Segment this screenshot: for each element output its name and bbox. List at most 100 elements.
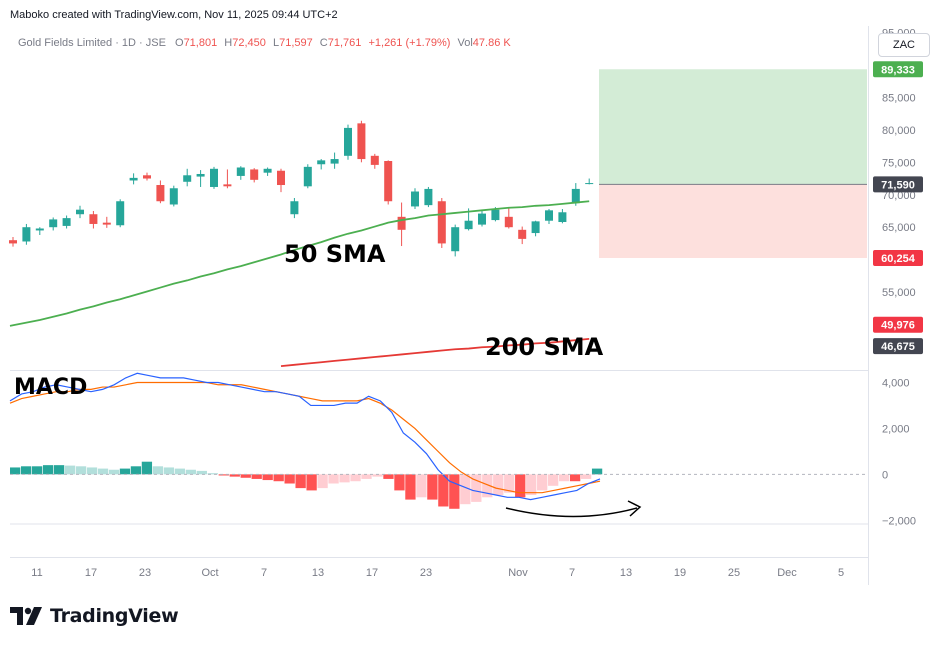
candle-body (9, 240, 17, 244)
candle-body (437, 201, 446, 244)
macd-histogram-bar (174, 468, 185, 475)
candle-body (571, 188, 580, 204)
candle-body (478, 213, 486, 225)
price-candles[interactable] (9, 120, 594, 257)
candle (545, 209, 553, 224)
time-tick-label: 19 (674, 567, 686, 579)
time-tick-label: 11 (31, 567, 42, 579)
candle (518, 226, 527, 245)
candle-body (116, 201, 125, 226)
candle-body (49, 219, 58, 228)
candle (384, 160, 393, 205)
candle (263, 167, 272, 176)
macd-histogram-bar (152, 466, 164, 475)
candle-body (545, 210, 553, 221)
macd-histogram-bar (97, 468, 109, 475)
candle-body (22, 227, 31, 242)
macd-histogram-bar (328, 474, 339, 484)
currency-button[interactable]: ZAC (878, 33, 930, 57)
candle (156, 180, 165, 204)
candle (183, 168, 192, 187)
macd-histogram-bar (31, 466, 43, 475)
candle-body (76, 209, 84, 215)
vol-label: Vol (457, 37, 472, 49)
candle-body (558, 212, 567, 223)
time-tick-label: 23 (420, 567, 432, 579)
candle-body (317, 160, 326, 165)
sma50-annotation: 50 SMA (284, 240, 386, 268)
position-zones (599, 69, 867, 259)
stop-price-badge: 60,254 (873, 250, 923, 267)
candle (585, 178, 594, 185)
candle (451, 224, 460, 257)
macd-histogram-bar (361, 474, 372, 479)
ohlc-header: Gold Fields Limited · 1D · JSE O71,801 H… (18, 37, 511, 49)
high-value: 72,450 (232, 37, 266, 49)
candle-body (344, 127, 352, 156)
macd-histogram-bar (438, 474, 449, 507)
open-label: O (175, 37, 184, 49)
candle-body (491, 209, 500, 221)
candle (22, 223, 31, 245)
sma200-annotation: 200 SMA (485, 333, 604, 361)
candle-body (370, 155, 379, 165)
candle-body (518, 229, 527, 239)
stop-price-badge-text: 60,254 (881, 253, 916, 265)
macd-histogram-bar (526, 474, 537, 495)
macd-histogram-bar (20, 466, 32, 475)
entry-price-badge: 71,590 (873, 176, 923, 193)
time-tick-label: 13 (620, 567, 632, 579)
macd-tick-label: 0 (882, 469, 888, 481)
macd-histogram-bar (460, 474, 471, 505)
candle (116, 199, 125, 228)
candle-body (62, 218, 71, 226)
macd-histogram-bar (53, 465, 65, 475)
time-tick-label: 5 (838, 567, 844, 579)
time-tick-label: 17 (85, 567, 97, 579)
macd-histogram-bar (306, 474, 317, 491)
price-tick-label: 80,000 (882, 125, 916, 137)
macd-histogram-bar (416, 474, 427, 498)
stop-price-badge-bg (873, 250, 923, 267)
macd-histogram-bar (317, 474, 328, 489)
candle (370, 153, 379, 169)
candle (89, 210, 98, 229)
time-tick-label: 7 (261, 567, 267, 579)
candle-body (504, 216, 513, 228)
candle-body (357, 123, 366, 160)
candle-body (303, 166, 312, 187)
tradingview-logo[interactable]: TradingView (10, 602, 179, 630)
candle-body (250, 169, 259, 180)
macd-histogram-bar (295, 474, 306, 489)
sma200-value-badge-text: 49,976 (881, 320, 915, 332)
candle-body (236, 167, 245, 176)
macd-histogram-bar (449, 474, 460, 509)
macd-histogram-bar (591, 468, 603, 475)
candle-body (156, 185, 165, 202)
vol-value: 47.86 K (473, 37, 512, 49)
candle-body (169, 188, 178, 205)
macd-tick-label: −2,000 (882, 515, 916, 527)
macd-histogram-bar (537, 474, 548, 491)
macd-histogram-bar (119, 468, 131, 475)
price-badge-46675-bg (873, 338, 923, 355)
sma50-line (9, 200, 590, 327)
candle-body (397, 216, 406, 230)
candle (344, 124, 352, 160)
candle (169, 185, 178, 207)
macd-histogram-bar (580, 474, 592, 479)
sma200-line (280, 337, 590, 368)
moving-averages (9, 200, 590, 368)
macd-histogram-bar (141, 461, 153, 475)
candle (9, 236, 17, 247)
sma200-value-badge-bg (873, 316, 923, 333)
time-tick-label: Dec (777, 567, 797, 579)
tradingview-logo-icon (10, 607, 42, 625)
candle-body (210, 168, 218, 187)
macd-histogram-bar (10, 467, 21, 475)
candle (102, 216, 111, 228)
macd-histogram-bar (548, 474, 559, 486)
macd-histogram-bar (42, 465, 54, 475)
candle (129, 173, 138, 185)
